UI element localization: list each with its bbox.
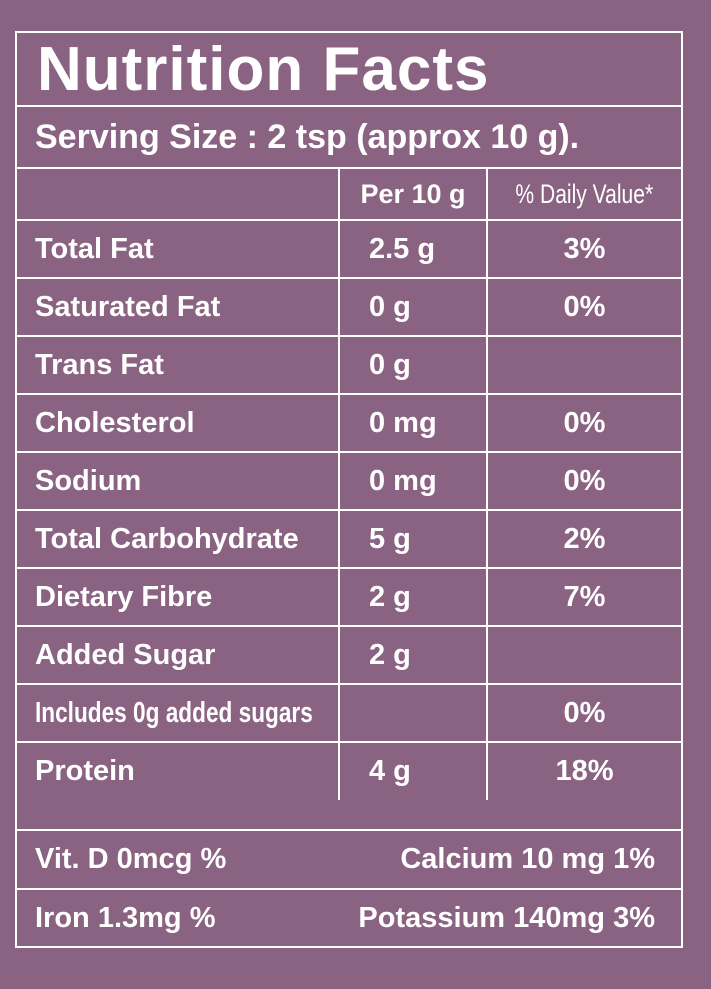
header-empty-cell [17, 167, 339, 220]
nutrition-title: Nutrition Facts [37, 35, 490, 104]
nutrient-daily-value: 0% [486, 277, 681, 336]
nutrient-name: Total Carbohydrate [17, 509, 339, 568]
nutrient-daily-value: 0% [486, 683, 681, 742]
header-daily-value: % Daily Value* [486, 167, 681, 220]
table-row: Added Sugar 2 g [17, 625, 681, 684]
header-per-serving: Per 10 g [338, 167, 487, 220]
vitamin-d-value: Vit. D 0mcg % [35, 843, 227, 875]
nutrient-name: Includes 0g added sugars [17, 683, 339, 742]
nutrient-amount: 0 mg [338, 451, 487, 510]
header-daily-value-text: % Daily Value* [515, 178, 654, 209]
table-row: Dietary Fibre 2 g 7% [17, 567, 681, 626]
nutrient-name: Protein [17, 741, 339, 800]
table-row: Total Carbohydrate 5 g 2% [17, 509, 681, 568]
nutrient-name: Trans Fat [17, 335, 339, 394]
nutrient-amount [338, 683, 487, 742]
nutrient-name-text: Includes 0g added sugars [35, 696, 313, 729]
nutrient-daily-value [486, 625, 681, 684]
nutrient-daily-value: 7% [486, 567, 681, 626]
calcium-value: Calcium 10 mg 1% [400, 843, 655, 875]
nutrient-name: Dietary Fibre [17, 567, 339, 626]
footer-row-vitamins: Vit. D 0mcg % Calcium 10 mg 1% [17, 829, 681, 887]
nutrient-daily-value: 0% [486, 451, 681, 510]
nutrient-table: Per 10 g % Daily Value* Total Fat 2.5 g … [17, 167, 681, 800]
nutrient-daily-value [486, 335, 681, 394]
nutrient-amount: 2 g [338, 567, 487, 626]
nutrient-name: Cholesterol [17, 393, 339, 452]
nutrient-daily-value: 18% [486, 741, 681, 800]
nutrient-amount: 2.5 g [338, 219, 487, 278]
potassium-value: Potassium 140mg 3% [358, 902, 655, 934]
table-row: Includes 0g added sugars 0% [17, 683, 681, 742]
nutrient-amount: 0 g [338, 277, 487, 336]
serving-size: Serving Size : 2 tsp (approx 10 g). [17, 105, 681, 167]
iron-value: Iron 1.3mg % [35, 902, 216, 934]
nutrient-amount: 0 mg [338, 393, 487, 452]
nutrient-name: Added Sugar [17, 625, 339, 684]
table-row: Saturated Fat 0 g 0% [17, 277, 681, 336]
nutrient-daily-value: 3% [486, 219, 681, 278]
table-row: Protein 4 g 18% [17, 741, 681, 800]
table-row: Sodium 0 mg 0% [17, 451, 681, 510]
table-row: Trans Fat 0 g [17, 335, 681, 394]
nutrient-amount: 2 g [338, 625, 487, 684]
nutrient-name: Total Fat [17, 219, 339, 278]
table-row: Total Fat 2.5 g 3% [17, 219, 681, 278]
footer-row-minerals: Iron 1.3mg % Potassium 140mg 3% [17, 888, 681, 946]
table-row: Cholesterol 0 mg 0% [17, 393, 681, 452]
nutrient-name: Saturated Fat [17, 277, 339, 336]
nutrient-daily-value: 0% [486, 393, 681, 452]
nutrient-name: Sodium [17, 451, 339, 510]
nutrient-amount: 5 g [338, 509, 487, 568]
table-header-row: Per 10 g % Daily Value* [17, 167, 681, 220]
nutrient-daily-value: 2% [486, 509, 681, 568]
nutrition-facts-panel: Nutrition Facts Serving Size : 2 tsp (ap… [15, 31, 683, 948]
nutrient-amount: 0 g [338, 335, 487, 394]
nutrient-amount: 4 g [338, 741, 487, 800]
